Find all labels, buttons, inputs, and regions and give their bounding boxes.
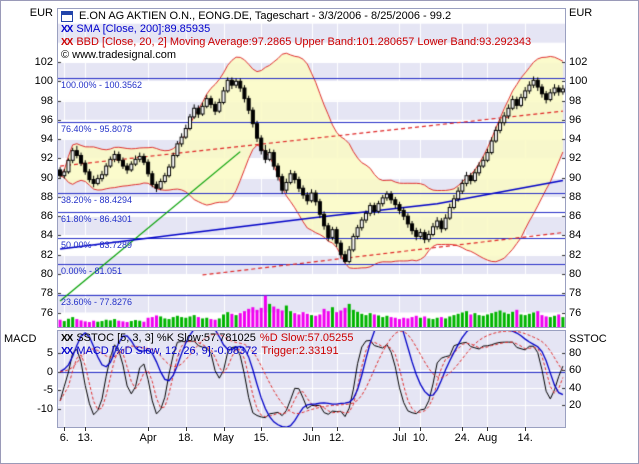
main-legend: E.ON AG AKTIEN O.N., EONG.DE, Tageschart…: [61, 10, 531, 62]
price-tick-right: 100: [569, 75, 588, 88]
macd-label: MACD [%D Slow, 12, 26, 9]:-0.08372: [76, 345, 258, 357]
x-tick-mark: [420, 427, 422, 431]
sstoc-dslow-label: %D Slow:57.05255: [259, 332, 354, 344]
sstoc-toggle-marks[interactable]: XX: [61, 333, 73, 344]
x-axis-label: 18.: [178, 432, 194, 444]
price-tick-right: 86: [569, 210, 582, 223]
x-axis-label: 12.: [328, 432, 345, 444]
x-tick-mark: [462, 427, 464, 431]
price-tick-right: 78: [569, 287, 582, 300]
x-tick-mark: [399, 427, 401, 431]
price-tick-right: 80: [569, 268, 582, 280]
x-tick-mark: [311, 427, 313, 431]
price-tick-left: 78: [40, 287, 53, 300]
price-tick-left: 76: [40, 306, 53, 319]
price-tick-right: 98: [569, 94, 582, 107]
x-axis-label: 10.: [412, 432, 429, 444]
macd-trigger-label: Trigger:2.33191: [261, 345, 339, 357]
x-axis-label: 13.: [77, 432, 93, 444]
legend-bbd-row[interactable]: XX BBD [Close, 20, 2] Moving Average:97.…: [61, 36, 531, 49]
price-tick-right: 82: [569, 248, 582, 261]
macd-tick-label: 5: [46, 347, 53, 360]
bbd-label: BBD [Close, 20, 2] Moving Average:97.286…: [76, 36, 532, 48]
price-tick-left: 86: [40, 210, 53, 223]
price-tick-right: 84: [569, 229, 582, 242]
sstoc-label: SSTOC [5, 3, 3] %K Slow:57.781025: [76, 332, 256, 344]
sma-toggle-marks[interactable]: XX: [61, 24, 73, 35]
x-tick-mark: [185, 427, 187, 431]
bbd-toggle-marks[interactable]: XX: [61, 37, 73, 48]
x-axis-label: Aug: [477, 432, 498, 444]
macd-tick-label: 0: [46, 365, 53, 378]
x-tick-mark: [336, 427, 338, 431]
x-tick-mark: [261, 427, 263, 431]
price-tick-left: 92: [40, 152, 53, 165]
legend-sma-row[interactable]: XX SMA [Close, 200]:89.85935: [61, 23, 531, 36]
price-tick-right: 90: [569, 171, 582, 184]
price-tick-left: 94: [40, 133, 53, 146]
x-axis-label: 6.: [59, 432, 69, 444]
price-tick-right: 88: [569, 190, 582, 203]
x-tick-mark: [223, 427, 225, 431]
price-tick-right: 92: [569, 152, 582, 165]
copyright-row: © www.tradesignal.com: [61, 49, 531, 62]
sstoc-tick-label: 60: [569, 364, 582, 377]
price-tick-left: 88: [40, 190, 53, 203]
macd-tick-label: -10: [37, 402, 53, 415]
x-axis-label: 14.: [517, 432, 533, 444]
sma-label: SMA [Close, 200]:89.85935: [76, 23, 211, 35]
x-axis-label: Jul: [392, 432, 407, 444]
price-tick-right: 96: [569, 113, 582, 126]
macd-tick-label: -5: [43, 384, 53, 397]
price-chart-canvas[interactable]: [57, 8, 566, 328]
price-tick-left: 102: [34, 56, 53, 68]
price-tick-right: 102: [569, 56, 588, 68]
left-axis-unit: EUR: [29, 7, 53, 19]
legend-macd-row[interactable]: XX MACD [%D Slow, 12, 26, 9]:-0.08372 Tr…: [61, 345, 353, 358]
copyright: © www.tradesignal.com: [61, 49, 177, 61]
x-tick-mark: [487, 427, 489, 431]
x-axis-label: Jun: [302, 432, 321, 444]
sstoc-tick-label: 40: [569, 381, 582, 394]
indicator-legend: XX SSTOC [5, 3, 3] %K Slow:57.781025 %D …: [61, 332, 353, 358]
x-tick-mark: [148, 427, 150, 431]
indicator-chart-canvas[interactable]: [57, 330, 566, 428]
sstoc-tick-label: 80: [569, 346, 582, 359]
sstoc-axis-label: SSTOC: [569, 333, 607, 345]
x-axis-label: Apr: [139, 432, 157, 444]
x-axis-label: May: [213, 432, 234, 444]
x-tick-mark: [85, 427, 87, 431]
right-axis-unit: EUR: [569, 7, 593, 19]
price-tick-right: 94: [569, 133, 582, 146]
macd-axis-label: MACD: [4, 333, 37, 345]
legend-title-row[interactable]: E.ON AG AKTIEN O.N., EONG.DE, Tageschart…: [61, 10, 531, 23]
x-axis-label: 24.: [454, 432, 470, 444]
chart-title: E.ON AG AKTIEN O.N., EONG.DE, Tageschart…: [79, 10, 452, 22]
x-axis-label: 15.: [253, 432, 269, 444]
sstoc-tick-label: 20: [569, 399, 582, 412]
price-tick-left: 98: [40, 94, 53, 107]
price-tick-left: 84: [40, 229, 53, 242]
price-tick-left: 82: [40, 248, 53, 261]
price-tick-left: 80: [40, 268, 53, 280]
x-tick-mark: [525, 427, 527, 431]
macd-toggle-marks[interactable]: XX: [61, 346, 73, 357]
price-tick-left: 96: [40, 113, 53, 126]
price-tick-left: 100: [34, 75, 53, 88]
price-tick-left: 90: [40, 171, 53, 184]
x-tick-mark: [64, 427, 66, 431]
chart-window-icon: [61, 11, 73, 22]
price-tick-right: 76: [569, 306, 582, 319]
legend-sstoc-row[interactable]: XX SSTOC [5, 3, 3] %K Slow:57.781025 %D …: [61, 332, 353, 345]
